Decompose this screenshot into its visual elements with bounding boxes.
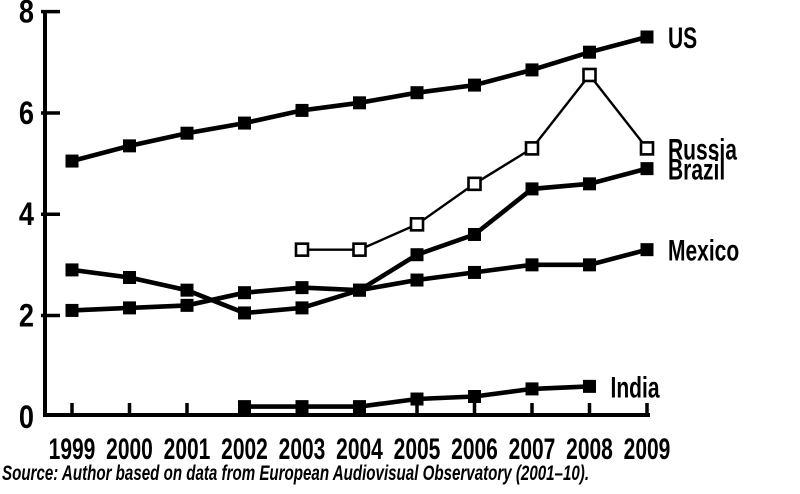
series-marker-mexico (410, 273, 424, 287)
x-tick-label: 2001 (164, 433, 211, 462)
series-marker-us (640, 30, 654, 44)
series-marker-russia (524, 141, 540, 156)
series-marker-mexico (583, 258, 596, 272)
series-marker-russia (352, 242, 367, 257)
series-marker-us (295, 103, 309, 117)
x-tick-label: 2005 (394, 433, 441, 462)
series-marker-mexico (640, 243, 654, 257)
x-tick-label: 2000 (106, 433, 153, 462)
series-label-mexico: Mexico (668, 235, 739, 268)
series-marker-india (410, 392, 424, 406)
series-marker-us (525, 63, 539, 77)
series-marker-russia (294, 242, 310, 257)
y-tick-label: 4 (19, 196, 34, 232)
x-tick-label: 2003 (279, 433, 326, 462)
y-tick-label: 6 (19, 95, 34, 131)
series-marker-india (468, 389, 481, 403)
series-marker-mexico (295, 281, 309, 295)
series-label-russia: Russia (668, 133, 737, 166)
line-chart: 0 2 4 6 8 1999 2000 2001 2002 2003 2004 2005 2006 200… (19, 0, 739, 462)
series-marker-us (468, 78, 481, 92)
series-marker-us (583, 45, 596, 59)
series-marker-brazil (640, 162, 654, 176)
series-marker-us (353, 96, 366, 110)
series-marker-brazil (65, 263, 79, 277)
y-tick-label: 2 (19, 297, 34, 333)
series-marker-russia (582, 67, 597, 83)
series-marker-india (295, 400, 309, 414)
series-marker-mexico (468, 265, 481, 279)
source-note: Source: Author based on data from Europe… (2, 462, 589, 486)
series-marker-us (123, 139, 136, 153)
series-line-mexico (71, 247, 648, 313)
series-label-brazil: Brazil (668, 154, 725, 187)
series-marker-brazil (583, 177, 596, 191)
y-tick-label: 0 (19, 399, 34, 435)
x-tick-label: 2008 (566, 433, 613, 462)
series-marker-brazil (123, 271, 136, 285)
series-marker-russia (639, 141, 655, 156)
series-marker-mexico (525, 258, 539, 272)
series-marker-russia (409, 217, 425, 232)
series-marker-brazil (295, 301, 309, 315)
series-label-us: US (668, 22, 697, 55)
series-marker-us (410, 86, 424, 100)
x-tick-label: 2009 (624, 433, 671, 462)
series-marker-mexico (180, 298, 194, 312)
series-marker-brazil (238, 306, 251, 320)
series-marker-us (65, 154, 79, 168)
series-marker-india (525, 382, 539, 396)
series-label-india: India (611, 371, 660, 404)
x-tick-label: 1999 (49, 433, 96, 462)
series-marker-india (353, 400, 366, 414)
series-marker-brazil (468, 227, 481, 241)
series-marker-brazil (180, 283, 194, 297)
y-tick-label: 8 (19, 0, 34, 30)
series-marker-russia (467, 176, 482, 192)
source-note-text: Source: Author based on data from Europe… (2, 462, 590, 485)
series-marker-india (583, 379, 596, 393)
x-tick-label: 2006 (451, 433, 498, 462)
series-marker-mexico (123, 301, 136, 315)
series-marker-mexico (65, 303, 79, 317)
series-marker-us (180, 126, 194, 140)
series-marker-india (238, 400, 251, 414)
series-marker-brazil (410, 248, 424, 262)
x-tick-label: 2004 (336, 433, 383, 462)
series-marker-brazil (525, 182, 539, 196)
series-marker-mexico (238, 286, 251, 300)
x-tick-label: 2002 (221, 433, 268, 462)
series-marker-us (238, 116, 251, 130)
series-marker-mexico (353, 283, 366, 297)
x-tick-label: 2007 (509, 433, 556, 462)
